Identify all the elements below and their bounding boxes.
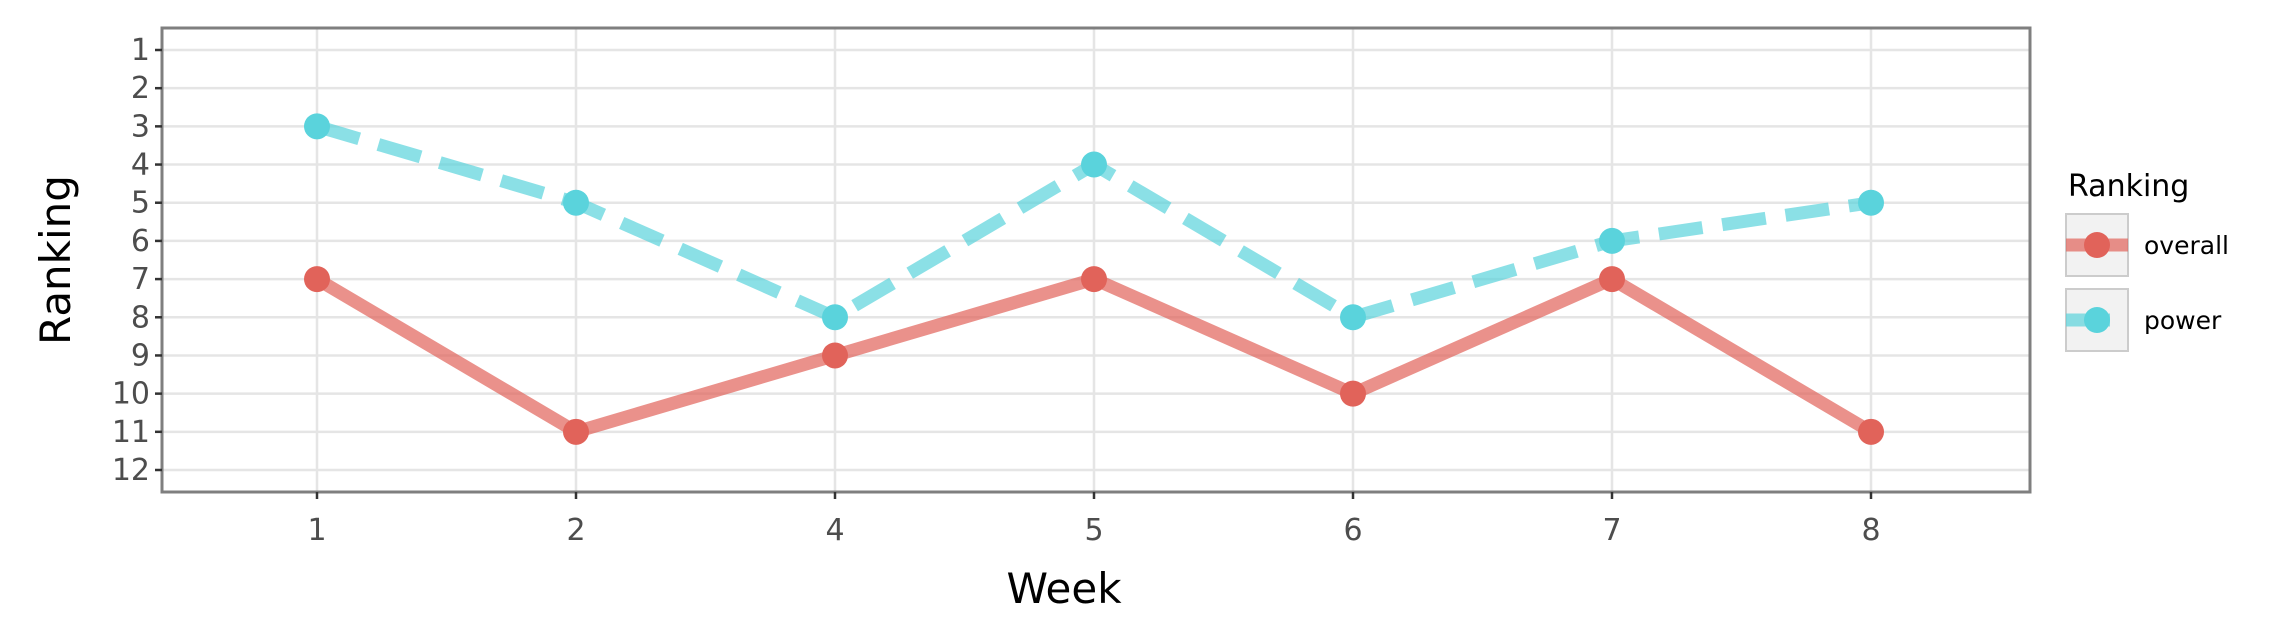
y-tick-label: 7	[131, 262, 150, 297]
data-point-overall	[304, 266, 330, 293]
data-point-power	[1599, 227, 1625, 254]
legend-point-power	[2084, 307, 2110, 333]
data-point-overall	[1081, 266, 1107, 293]
y-tick-label: 3	[131, 109, 150, 144]
data-point-power	[563, 189, 589, 216]
data-point-overall	[1340, 380, 1366, 407]
data-point-power	[1858, 189, 1884, 216]
data-point-power	[1081, 151, 1107, 178]
series-layer	[304, 113, 1884, 445]
series-power	[304, 113, 1884, 331]
data-point-overall	[563, 418, 589, 445]
y-tick-label: 5	[131, 186, 150, 221]
legend-label-power: power	[2144, 306, 2222, 335]
legend-label-overall: overall	[2144, 231, 2229, 260]
data-point-power	[1340, 304, 1366, 331]
data-point-overall	[822, 342, 848, 369]
legend-title: Ranking	[2068, 169, 2189, 204]
grid-lines	[162, 28, 2030, 492]
x-axis-title: Week	[1006, 564, 1122, 613]
y-tick-label: 2	[131, 71, 150, 106]
x-tick-label: 2	[566, 513, 585, 548]
y-tick-label: 10	[112, 377, 150, 412]
legend: Ranking overall power	[2065, 169, 2229, 352]
y-tick-label: 8	[131, 300, 150, 335]
series-overall	[304, 266, 1884, 445]
x-tick-label: 8	[1861, 513, 1880, 548]
x-tick-label: 1	[307, 513, 326, 548]
x-tick-label: 4	[825, 513, 844, 548]
y-tick-label: 1	[131, 33, 150, 68]
data-point-overall	[1599, 266, 1625, 293]
x-tick-label: 5	[1084, 513, 1103, 548]
panel-background	[162, 28, 2030, 492]
legend-point-overall	[2084, 232, 2110, 258]
data-point-power	[304, 113, 330, 140]
y-tick-label: 12	[112, 453, 150, 488]
x-tick-label: 7	[1602, 513, 1621, 548]
x-tick-label: 6	[1343, 513, 1362, 548]
data-point-overall	[1858, 418, 1884, 445]
y-tick-label: 6	[131, 224, 150, 259]
y-tick-label: 4	[131, 148, 150, 183]
y-tick-label: 9	[131, 338, 150, 373]
y-axis-title: Ranking	[31, 175, 80, 345]
data-point-power	[822, 304, 848, 331]
y-tick-label: 11	[112, 415, 150, 450]
panel-border	[160, 26, 2032, 494]
